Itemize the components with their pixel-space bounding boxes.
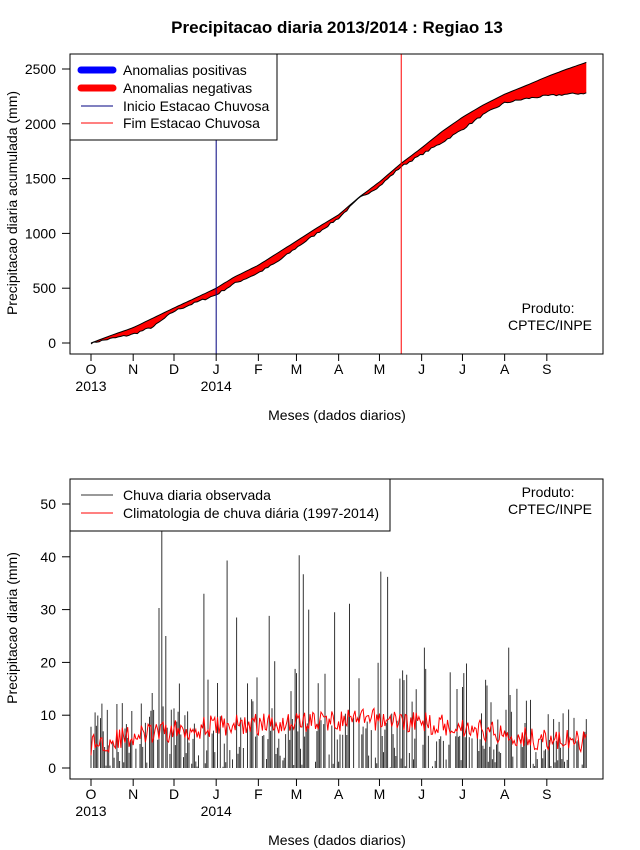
- x-tick-label: M: [374, 361, 386, 377]
- top-annotation-line-1: Produto:: [522, 300, 575, 316]
- y-tick-label: 0: [48, 760, 56, 776]
- bottom-annotation: Produto: CPTEC/INPE: [508, 484, 592, 517]
- bottom-y-axis: 0 10 20 30 40 50: [40, 496, 71, 776]
- x-tick-label: J: [418, 786, 425, 802]
- climatology-daily-line: [90, 707, 587, 756]
- climatology-cumulative-line: [90, 61, 587, 344]
- x-tick-label: A: [500, 786, 510, 802]
- x-tick-label: A: [334, 786, 344, 802]
- bottom-x-axis-label: Meses (dados diarios): [268, 832, 406, 848]
- y-tick-label: 40: [40, 549, 56, 565]
- x-tick-label: D: [169, 786, 179, 802]
- bottom-x-axis: O N D J F M A M J J A S 2013 2014: [75, 778, 551, 819]
- x-tick-label: M: [291, 361, 303, 377]
- x-tick-label: M: [291, 786, 303, 802]
- x-tick-label: O: [86, 786, 97, 802]
- x-year-label: 2014: [201, 803, 232, 819]
- x-tick-label: J: [459, 786, 466, 802]
- top-annotation-line-2: CPTEC/INPE: [508, 317, 592, 333]
- x-tick-label: J: [213, 361, 220, 377]
- x-tick-label: N: [128, 786, 138, 802]
- top-x-axis-label: Meses (dados diarios): [268, 407, 406, 423]
- bottom-annotation-line-2: CPTEC/INPE: [508, 501, 592, 517]
- legend-label-positive: Anomalias positivas: [123, 62, 247, 78]
- y-tick-label: 0: [48, 335, 56, 351]
- x-tick-label: N: [128, 361, 138, 377]
- bottom-legend-box: [69, 478, 391, 532]
- legend-label-onset: Inicio Estacao Chuvosa: [123, 98, 270, 114]
- bottom-panel: Meses (dados diarios) Precipitacao diari…: [4, 478, 604, 848]
- observed-cumulative-line: [90, 92, 587, 345]
- y-tick-label: 1500: [25, 171, 56, 187]
- x-tick-label: F: [254, 361, 263, 377]
- top-plot-area: [90, 54, 587, 354]
- y-tick-label: 50: [40, 496, 56, 512]
- bottom-y-axis-label: Precipitacao diaria (mm): [4, 552, 20, 704]
- top-plot-frame: [69, 53, 604, 355]
- legend-label-observed: Chuva diaria observada: [123, 487, 271, 503]
- x-tick-label: J: [418, 361, 425, 377]
- top-title: Precipitacao diaria 2013/2014 : Regiao 1…: [171, 18, 503, 37]
- x-tick-label: O: [86, 361, 97, 377]
- y-tick-label: 1000: [25, 225, 56, 241]
- legend-label-negative: Anomalias negativas: [123, 80, 252, 96]
- y-tick-label: 30: [40, 602, 56, 618]
- x-year-label: 2014: [201, 378, 232, 394]
- y-tick-label: 2500: [25, 61, 56, 77]
- x-tick-label: A: [500, 361, 510, 377]
- negative-anomaly-area: [91, 62, 587, 345]
- x-year-label: 2013: [75, 378, 106, 394]
- legend-label-climatology: Climatologia de chuva diária (1997-2014): [123, 505, 379, 521]
- x-tick-label: D: [169, 361, 179, 377]
- x-tick-label: J: [459, 361, 466, 377]
- top-x-axis: O N D J F M A M J J A S 2013 2014: [75, 353, 551, 394]
- x-tick-label: M: [374, 786, 386, 802]
- x-tick-label: J: [213, 786, 220, 802]
- y-tick-label: 10: [40, 707, 56, 723]
- top-y-axis-label: Precipitacao diaria acumulada (mm): [4, 91, 20, 315]
- top-y-axis: 0 500 1000 1500 2000 2500: [25, 61, 71, 351]
- y-tick-label: 2000: [25, 116, 56, 132]
- x-tick-label: A: [334, 361, 344, 377]
- y-tick-label: 20: [40, 654, 56, 670]
- x-tick-label: S: [542, 786, 551, 802]
- y-tick-label: 500: [33, 280, 57, 296]
- bottom-annotation-line-1: Produto:: [522, 484, 575, 500]
- bottom-plot-area: [90, 525, 587, 768]
- top-legend: Anomalias positivas Anomalias negativas …: [69, 53, 278, 141]
- top-annotation: Produto: CPTEC/INPE: [508, 300, 592, 333]
- top-panel: Precipitacao diaria 2013/2014 : Regiao 1…: [4, 18, 604, 423]
- bottom-legend: Chuva diaria observada Climatologia de c…: [69, 478, 391, 532]
- x-tick-label: F: [254, 786, 263, 802]
- x-year-label: 2013: [75, 803, 106, 819]
- legend-label-end: Fim Estacao Chuvosa: [123, 115, 260, 131]
- x-tick-label: S: [542, 361, 551, 377]
